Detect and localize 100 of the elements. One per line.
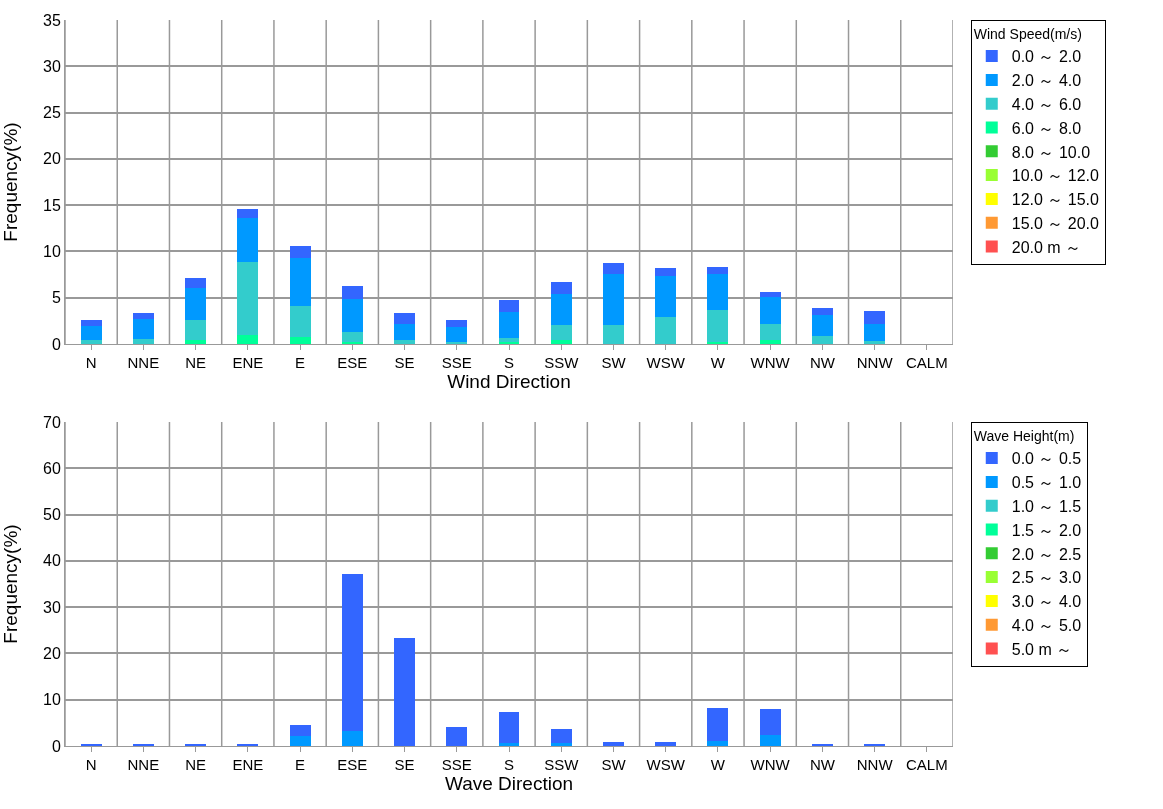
x-tick-label: ENE (232, 354, 264, 371)
legend-label: 1.5 ～ 2.0 (1011, 521, 1082, 539)
legend-label: 1.0 ～ 1.5 (1011, 497, 1082, 515)
bar (394, 323, 415, 341)
x-tick-label: S (503, 354, 515, 371)
bar (655, 275, 677, 318)
y-axis-title: Frequency(%) (0, 122, 21, 242)
bar (707, 740, 729, 746)
x-tick-label: WSW (646, 756, 686, 773)
legend-label: 6.0 ～ 8.0 (1011, 119, 1082, 137)
y-tick-label: 70 (43, 413, 61, 431)
x-tick-label: SSW (544, 354, 580, 371)
bar (550, 340, 572, 344)
legend-label: 5.0 m ～ (1011, 640, 1073, 658)
bar (550, 325, 572, 341)
y-tick-label: 5 (51, 289, 61, 307)
y-tick-label: 0 (51, 335, 61, 353)
x-tick-label: SSW (544, 756, 580, 773)
bar (394, 638, 415, 746)
bar (132, 339, 154, 344)
bar (707, 707, 729, 741)
bar (759, 340, 781, 344)
bar (550, 728, 572, 744)
bar (132, 319, 154, 340)
legend-label: 4.0 ～ 6.0 (1011, 95, 1082, 113)
bar (341, 331, 363, 343)
bar (655, 317, 677, 344)
bar (603, 273, 624, 325)
x-tick-label: NE (185, 756, 207, 773)
y-tick-label: 30 (43, 57, 61, 75)
y-tick-label: 60 (43, 459, 61, 477)
x-tick-label: NE (185, 354, 207, 371)
bar (759, 708, 781, 735)
legend-label: 4.0 ～ 5.0 (1011, 616, 1082, 634)
y-tick-label: 15 (43, 196, 61, 214)
x-axis-title: Wind Direction (447, 371, 571, 392)
legend-label: 0.0 ～ 0.5 (1011, 450, 1082, 468)
y-tick-label: 25 (43, 104, 61, 122)
bar (811, 307, 833, 316)
bar (498, 311, 520, 338)
x-tick-label: SW (601, 756, 627, 773)
bar (289, 257, 311, 307)
bar (341, 731, 363, 746)
legend-label: 20.0 m ～ (1011, 238, 1082, 256)
bar (289, 245, 311, 258)
bar (237, 218, 259, 262)
legend-label: 2.5 ～ 3.0 (1011, 569, 1082, 587)
bar (394, 312, 415, 324)
bar (759, 734, 781, 746)
x-tick-label: E (295, 756, 306, 773)
x-tick-label: N (85, 354, 97, 371)
legend-label: 10.0 ～ 12.0 (1011, 167, 1100, 185)
legend-title: Wind Speed(m/s) (973, 26, 1082, 43)
legend-label: 8.0 ～ 10.0 (1011, 143, 1091, 161)
bar (811, 335, 833, 344)
bar (759, 292, 781, 297)
bar (603, 324, 624, 344)
bar (655, 268, 677, 276)
bar (550, 743, 572, 746)
x-tick-label: WNW (750, 354, 791, 371)
bar (185, 278, 207, 289)
bar (185, 340, 207, 344)
bar (289, 724, 311, 736)
x-tick-label: SSE (441, 354, 472, 371)
bar (603, 263, 624, 274)
bar (341, 298, 363, 332)
bar (707, 273, 729, 310)
bar (498, 300, 520, 312)
x-tick-label: SE (394, 756, 415, 773)
bar (864, 323, 886, 342)
x-tick-label: NW (809, 756, 836, 773)
bar (237, 208, 259, 219)
x-tick-label: W (710, 756, 726, 773)
x-tick-label: NW (809, 354, 836, 371)
legend-label: 0.5 ～ 1.0 (1011, 474, 1082, 492)
y-tick-label: 10 (43, 691, 61, 709)
bar (446, 327, 468, 343)
x-tick-label: ESE (337, 354, 368, 371)
x-tick-label: S (503, 756, 515, 773)
y-tick-label: 30 (43, 598, 61, 616)
bar (341, 574, 363, 732)
legend-label: 0.0 ～ 2.0 (1011, 48, 1082, 66)
x-tick-label: N (85, 756, 97, 773)
x-axis-title: Wave Direction (444, 773, 574, 794)
bar (864, 310, 886, 324)
bar (707, 267, 729, 274)
x-tick-label: NNE (127, 756, 160, 773)
x-tick-label: NNE (127, 354, 160, 371)
bar (550, 281, 572, 295)
x-tick-label: ESE (337, 756, 368, 773)
y-tick-label: 0 (51, 737, 61, 755)
y-tick-label: 20 (43, 150, 61, 168)
x-tick-label: E (295, 354, 306, 371)
bar (289, 306, 311, 337)
bar (707, 309, 729, 343)
x-tick-label: W (710, 354, 726, 371)
bar (185, 319, 207, 341)
bar (603, 741, 624, 746)
x-tick-label: ENE (232, 756, 264, 773)
legend-title: Wave Height(m) (973, 428, 1075, 445)
